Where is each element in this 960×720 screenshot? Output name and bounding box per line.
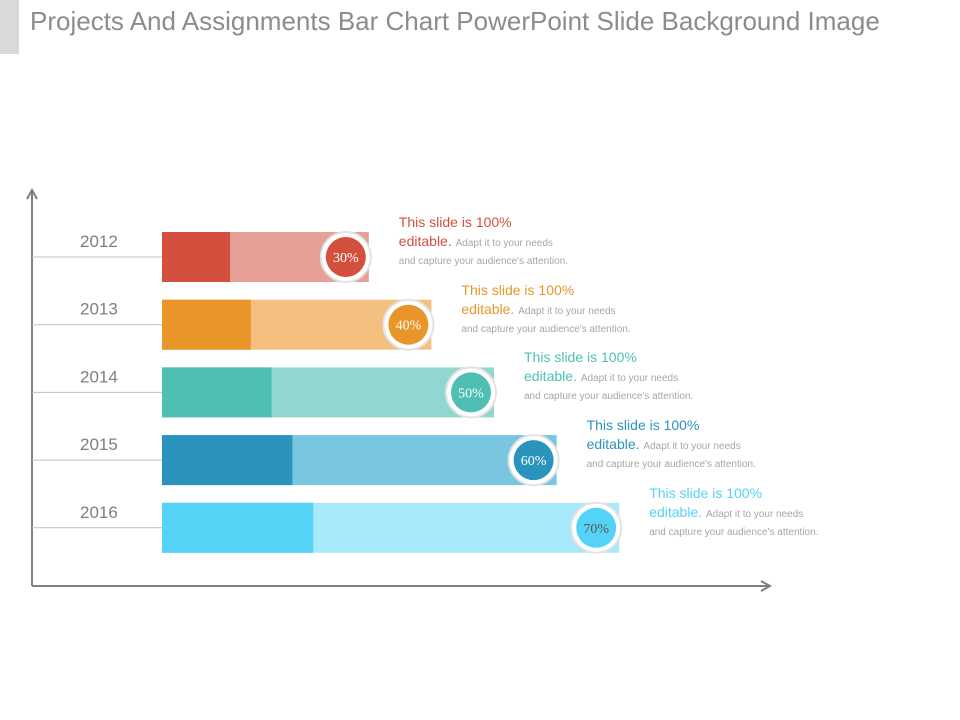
callout-text: This slide is 100% editable. Adapt it to … bbox=[399, 213, 569, 269]
callout-text: This slide is 100% editable. Adapt it to … bbox=[461, 281, 631, 337]
callout-body: Adapt it to your needs and capture your … bbox=[586, 441, 756, 471]
value-label: 50% bbox=[458, 386, 484, 401]
callout-text: This slide is 100% editable. Adapt it to … bbox=[524, 348, 694, 404]
callout-headline: This slide is 100% bbox=[586, 417, 700, 434]
value-badge bbox=[388, 304, 429, 345]
callout-body: Adapt it to your needs and capture your … bbox=[398, 238, 569, 267]
value-label: 40% bbox=[396, 319, 422, 334]
value-label: 60% bbox=[521, 454, 547, 469]
value-badge bbox=[576, 507, 617, 548]
callout-headline: This slide is 100% bbox=[524, 349, 637, 366]
value-badge bbox=[513, 440, 554, 481]
callout-emphasis: editable. bbox=[461, 300, 519, 317]
callout-body: Adapt it to your needs and capture your … bbox=[461, 305, 631, 335]
bar-dark-segment bbox=[162, 299, 251, 350]
bar-dark-segment bbox=[162, 435, 293, 486]
callout-emphasis: editable. bbox=[398, 233, 456, 249]
category-label: 2012 bbox=[80, 232, 118, 251]
title-accent-bar bbox=[0, 0, 19, 54]
category-label: 2015 bbox=[80, 435, 118, 454]
callout-text: This slide is 100% editable. Adapt it to … bbox=[649, 484, 819, 540]
bar-dark-segment bbox=[162, 367, 272, 418]
callout-body: Adapt it to your needs and capture your … bbox=[524, 373, 694, 403]
bar-dark-segment bbox=[162, 232, 231, 282]
callout-headline: This slide is 100% bbox=[398, 214, 512, 230]
y-axis-arrowhead bbox=[26, 187, 38, 200]
bar-dark-segment bbox=[162, 502, 314, 553]
callout-text: This slide is 100% editable. Adapt it to … bbox=[587, 416, 757, 472]
category-label: 2013 bbox=[80, 300, 118, 319]
slide-title: Projects And Assignments Bar Chart Power… bbox=[30, 6, 880, 36]
callout-emphasis: editable. bbox=[524, 368, 581, 385]
callout-headline: This slide is 100% bbox=[461, 281, 575, 298]
x-axis-arrowhead bbox=[760, 580, 773, 592]
value-badge bbox=[325, 237, 366, 277]
callout-headline: This slide is 100% bbox=[649, 484, 763, 501]
callout-emphasis: editable. bbox=[586, 436, 644, 453]
callout-body: Adapt it to your needs and capture your … bbox=[649, 508, 819, 538]
category-label: 2016 bbox=[80, 503, 118, 522]
value-badge bbox=[451, 372, 491, 413]
category-label: 2014 bbox=[80, 367, 118, 386]
value-label: 70% bbox=[583, 522, 609, 537]
callout-emphasis: editable. bbox=[649, 503, 707, 520]
value-label: 30% bbox=[333, 251, 359, 266]
